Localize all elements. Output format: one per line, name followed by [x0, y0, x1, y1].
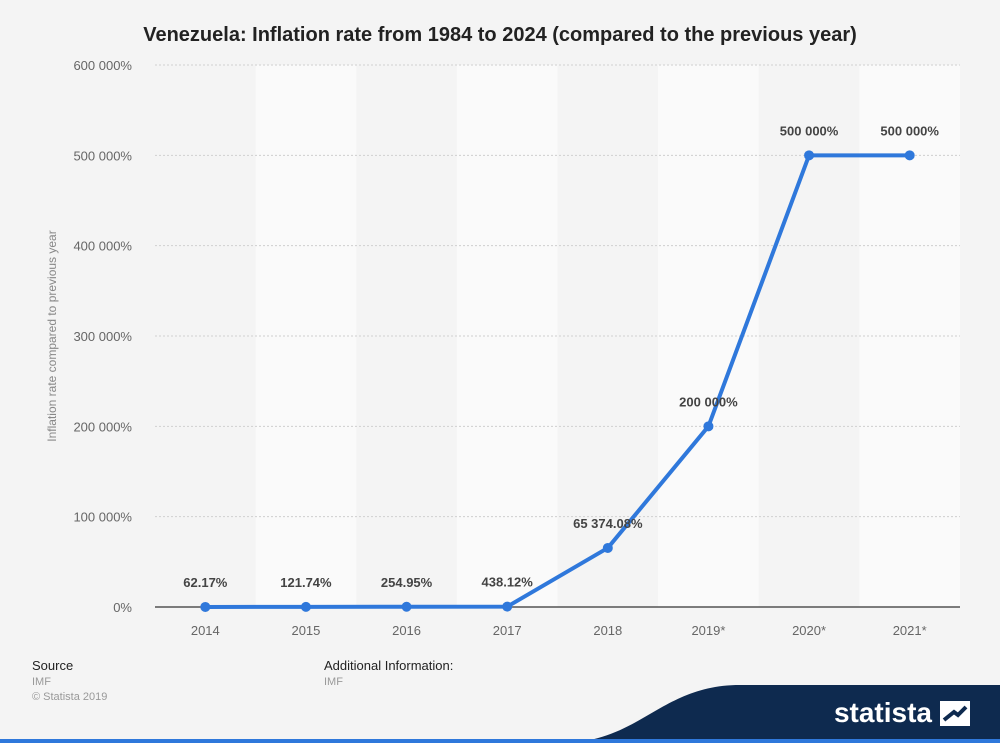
- y-tick-label: 300 000%: [73, 329, 132, 344]
- data-label: 438.12%: [482, 575, 534, 590]
- source-value: IMF: [32, 676, 51, 688]
- y-tick-label: 200 000%: [73, 419, 132, 434]
- x-tick-label: 2014: [191, 623, 220, 638]
- x-tick-label: 2018: [593, 623, 622, 638]
- x-tick-label: 2016: [392, 623, 421, 638]
- source-title: Source: [32, 658, 74, 673]
- statista-logo-icon: [940, 701, 970, 726]
- data-point[interactable]: [401, 601, 412, 612]
- chart-title: Venezuela: Inflation rate from 1984 to 2…: [143, 24, 857, 46]
- data-label: 65 374.08%: [573, 516, 643, 531]
- data-label: 62.17%: [183, 575, 228, 590]
- x-tick-label: 2015: [291, 623, 320, 638]
- data-point[interactable]: [804, 150, 815, 161]
- x-tick-label: 2021*: [893, 623, 927, 638]
- y-tick-label: 400 000%: [73, 239, 132, 254]
- data-point[interactable]: [904, 150, 915, 161]
- data-point[interactable]: [502, 601, 513, 612]
- y-axis-label: Inflation rate compared to previous year: [45, 230, 59, 441]
- brand-band: [0, 685, 1000, 743]
- y-tick-label: 0%: [113, 600, 132, 615]
- data-point[interactable]: [602, 542, 613, 553]
- x-tick-label: 2020*: [792, 623, 826, 638]
- additional-info-value: IMF: [324, 676, 343, 688]
- statista-logo[interactable]: statista: [834, 697, 970, 729]
- additional-info-block: Additional Information: IMF: [324, 658, 453, 688]
- x-axis-ticks: 2014 2015 2016 2017 2018 2019* 2020* 2021*: [191, 623, 927, 638]
- data-point[interactable]: [200, 601, 211, 612]
- x-tick-label: 2017: [493, 623, 522, 638]
- data-label: 254.95%: [381, 575, 433, 590]
- y-tick-label: 500 000%: [73, 148, 132, 163]
- data-label: 500 000%: [880, 123, 939, 138]
- data-label: 500 000%: [780, 123, 839, 138]
- y-tick-label: 600 000%: [73, 58, 132, 73]
- additional-info-title: Additional Information:: [324, 658, 454, 673]
- source-block: Source IMF © Statista 2019: [32, 658, 107, 703]
- data-labels: 62.17% 121.74% 254.95% 438.12% 65 374.08% 200…: [183, 123, 939, 590]
- data-point[interactable]: [300, 601, 311, 612]
- data-label: 121.74%: [280, 575, 332, 590]
- data-label: 200 000%: [679, 394, 738, 409]
- series-line-group: [200, 150, 915, 612]
- series-line: [203, 153, 912, 609]
- category-band: [255, 65, 357, 607]
- brand-name: statista: [833, 697, 932, 728]
- copyright: © Statista 2019: [32, 691, 108, 703]
- y-axis-ticks: 0% 100 000% 200 000% 300 000% 400 000% 500 00…: [73, 58, 132, 615]
- x-tick-label: 2019*: [691, 623, 725, 638]
- data-point[interactable]: [703, 421, 714, 432]
- y-tick-label: 100 000%: [73, 510, 132, 525]
